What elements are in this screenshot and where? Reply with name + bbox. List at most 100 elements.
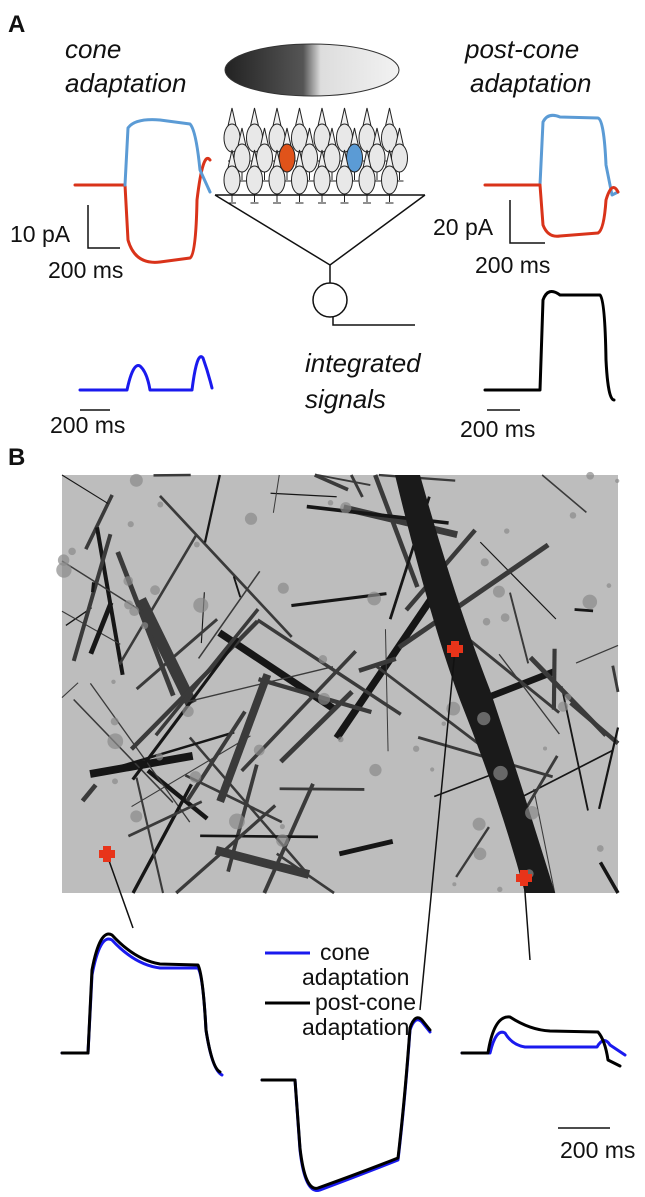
blossom [107, 733, 124, 750]
scale-bar [87, 205, 120, 249]
cone [294, 107, 305, 127]
scale-label: 200 ms [48, 257, 123, 283]
blossom [253, 744, 265, 756]
branch [262, 783, 315, 894]
branch [276, 852, 335, 895]
blossom [340, 502, 352, 514]
branch [185, 710, 247, 803]
branch [88, 601, 114, 655]
branch [61, 682, 79, 698]
funnel [214, 194, 426, 283]
blossom [472, 817, 486, 831]
blossom [123, 576, 134, 586]
branch [574, 608, 594, 613]
blossom [277, 582, 289, 594]
blossom [482, 617, 491, 626]
branch [541, 474, 587, 513]
branch [279, 787, 365, 791]
cone [362, 107, 372, 127]
blossom [141, 622, 149, 630]
blossom [229, 813, 245, 830]
branch [183, 665, 334, 704]
cone [223, 165, 241, 195]
trace [78, 355, 214, 392]
trace [460, 1015, 622, 1068]
blossom [318, 654, 328, 664]
branch [118, 533, 198, 666]
branch [232, 576, 242, 598]
label-line: integrated [305, 348, 422, 378]
cone [268, 165, 286, 195]
blossom [367, 591, 382, 606]
branch [611, 665, 620, 693]
branch [80, 783, 98, 803]
label-line: signals [305, 384, 386, 414]
stimulus [224, 43, 400, 97]
blossom [582, 594, 598, 610]
cone [291, 165, 308, 195]
blossom [189, 771, 202, 783]
blossom [193, 597, 209, 613]
marker [447, 641, 463, 657]
trace [123, 118, 212, 194]
blossom [150, 585, 161, 596]
scale-label: 20 pA [433, 214, 494, 240]
branch [313, 473, 349, 492]
title-line: adaptation [470, 68, 591, 98]
blossom [606, 583, 612, 588]
legend-text: adaptation [302, 1014, 409, 1040]
blossom [244, 512, 258, 525]
blossom [127, 521, 134, 528]
trace [73, 156, 212, 264]
scale-label: 200 ms [560, 1137, 635, 1163]
trace [60, 932, 222, 1074]
blossom [124, 600, 134, 610]
marker [99, 846, 115, 862]
cone [227, 107, 237, 127]
blossom [493, 765, 508, 781]
branch [498, 653, 560, 735]
blossom [130, 810, 143, 823]
branch [270, 492, 337, 498]
branch [373, 474, 420, 588]
branch [397, 542, 550, 650]
branch [509, 592, 530, 664]
blossom [68, 547, 76, 556]
blossom [615, 478, 620, 484]
cone [336, 165, 353, 195]
branch [203, 474, 221, 543]
blossom [492, 585, 505, 598]
blossom [157, 501, 164, 508]
blossom [276, 834, 289, 847]
branch [175, 804, 277, 895]
blossom [569, 512, 577, 519]
branch [455, 826, 490, 878]
branch [91, 582, 96, 593]
blossom [129, 473, 143, 487]
blossom [525, 806, 539, 820]
cone [246, 165, 263, 195]
title-line: post-cone [464, 34, 579, 64]
cone-array [223, 107, 408, 204]
scale-bar [509, 200, 545, 244]
blossom [504, 528, 510, 534]
cone [249, 107, 260, 127]
scale-label: 200 ms [50, 412, 125, 438]
branch [358, 656, 397, 673]
blossom [542, 746, 548, 751]
branch [131, 735, 251, 808]
trunk [395, 475, 555, 893]
cell [312, 282, 348, 318]
blossom [318, 692, 331, 705]
branch [158, 495, 293, 638]
branch [384, 629, 389, 752]
blossom [473, 847, 487, 861]
branch [73, 698, 174, 804]
pointer [106, 649, 531, 1011]
blossom [369, 763, 382, 777]
blossom [112, 778, 118, 785]
branch [61, 610, 121, 645]
branch [154, 608, 260, 737]
title-line: adaptation [65, 68, 186, 98]
